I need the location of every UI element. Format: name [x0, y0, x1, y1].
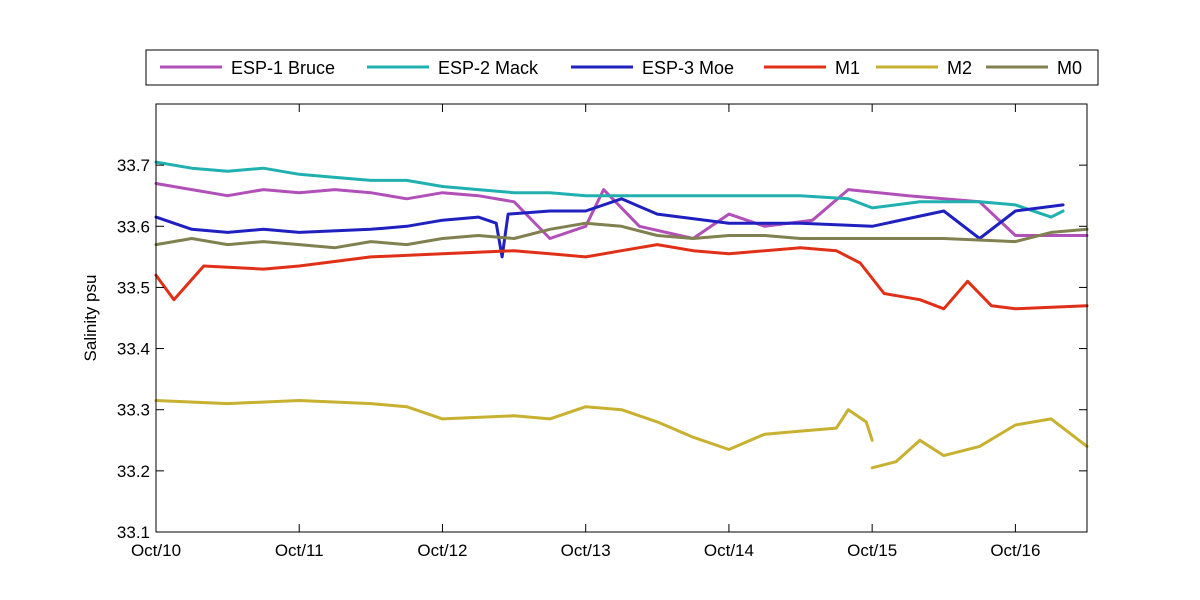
y-tick-label: 33.3: [117, 401, 150, 420]
x-tick-label: Oct/15: [847, 541, 897, 560]
legend-label-3: ESP-3 Moe: [642, 58, 734, 78]
y-tick-label: 33.5: [117, 278, 150, 297]
series-layer: [154, 160, 1089, 470]
y-axis-title: Salinity psu: [81, 275, 100, 362]
y-tick-label: 33.2: [117, 462, 150, 481]
x-tick-label: Oct/10: [131, 541, 181, 560]
series-line-2: [154, 160, 1065, 219]
axis-layer: Oct/10 Oct/11 Oct/12 Oct/13 Oct/14 Oct/15 Oct/…: [117, 104, 1087, 560]
legend-label-2: ESP-2 Mack: [438, 58, 539, 78]
y-tick-label: 33.7: [117, 156, 150, 175]
legend-label-6: M0: [1057, 58, 1082, 78]
x-tick-label: Oct/14: [704, 541, 754, 560]
y-tick-label: 33.6: [117, 217, 150, 236]
legend-label-1: ESP-1 Bruce: [231, 58, 335, 78]
x-tick-label: Oct/11: [275, 541, 324, 560]
plot-area: [155, 103, 1088, 533]
legend: ESP-1 Bruce ESP-2 Mack ESP-3 Moe M1 M2 M0: [145, 49, 1099, 86]
series-line-6: [154, 221, 1089, 250]
y-tick-label: 33.1: [117, 523, 150, 542]
legend-label-4: M1: [835, 58, 860, 78]
series-line-3: [154, 197, 1065, 259]
x-tick-label: Oct/12: [417, 541, 467, 560]
x-tick-label: Oct/16: [990, 541, 1040, 560]
y-tick-label: 33.4: [117, 340, 150, 359]
legend-label-5: M2: [947, 58, 972, 78]
series-line-4: [154, 243, 1089, 311]
series-line-1: [154, 182, 1089, 240]
series-line-5: [154, 399, 1089, 470]
x-tick-label: Oct/13: [561, 541, 611, 560]
